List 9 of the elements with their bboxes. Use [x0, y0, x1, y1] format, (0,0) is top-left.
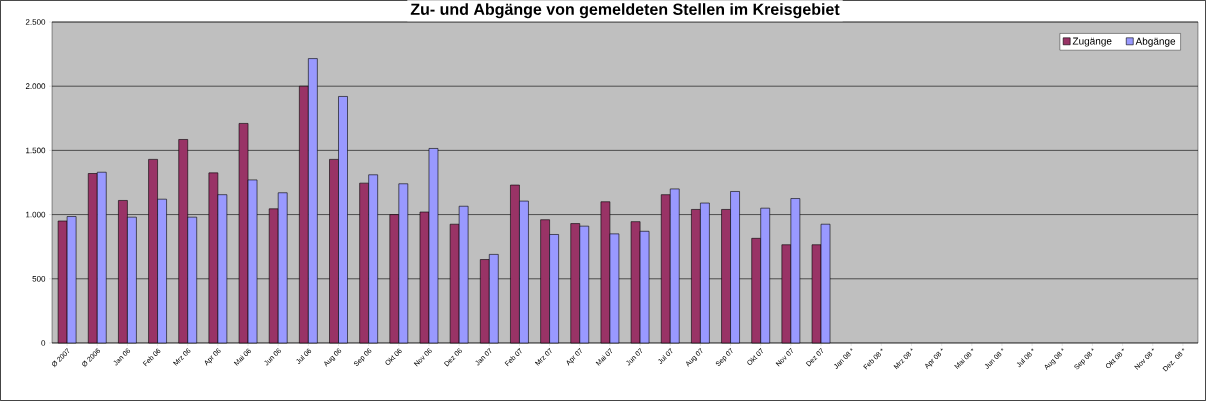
y-tick-label: 2.000 [25, 83, 46, 90]
y-tick-label: 2.500 [25, 19, 46, 25]
y-tick-label: 1.500 [26, 147, 46, 154]
y-tick-label: 500 [32, 275, 46, 282]
y-tick-label: 0 [41, 340, 46, 346]
legend-label: Abgänge [1135, 37, 1176, 47]
chart-title: Zu- und Abgänge von gemeldeten Stellen im Kreisgebiet [410, 3, 840, 19]
y-tick-label: 1.000 [26, 211, 46, 218]
legend-label: Zugänge [1072, 37, 1112, 47]
